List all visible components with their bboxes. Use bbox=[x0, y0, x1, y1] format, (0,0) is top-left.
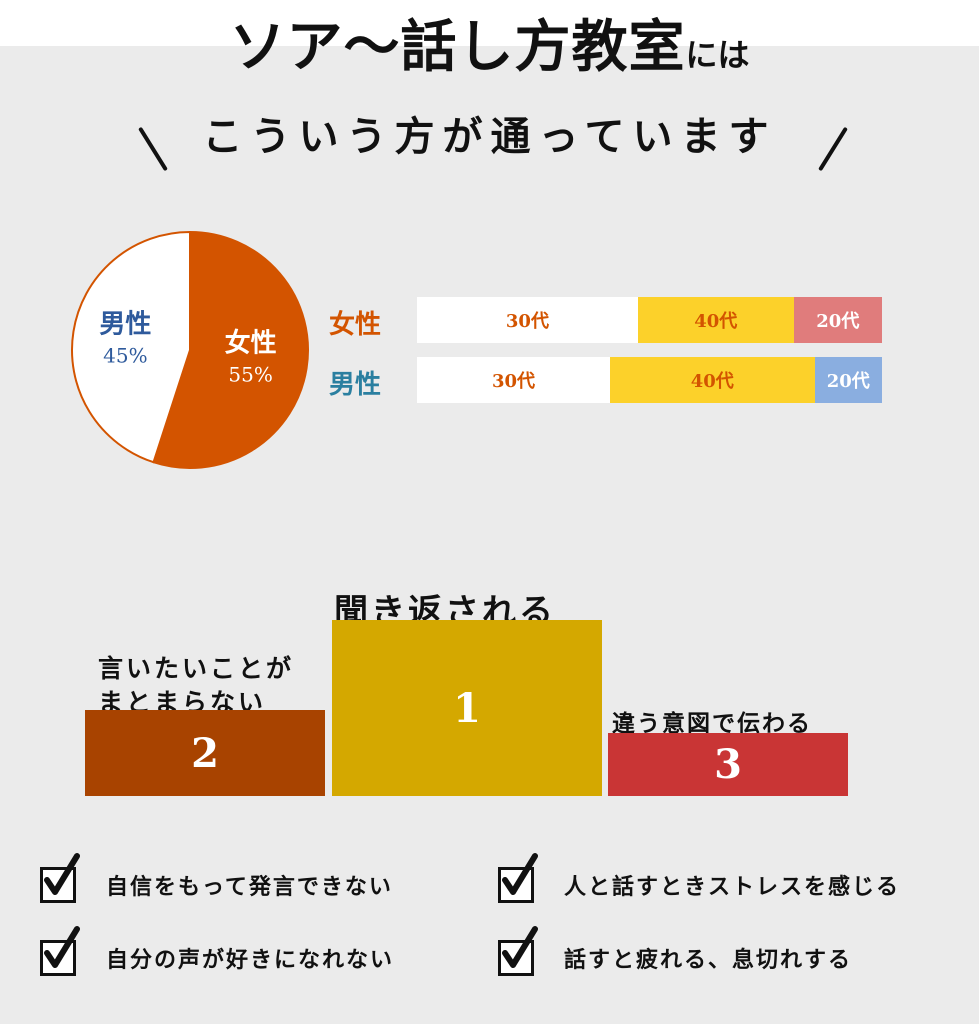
background-panel bbox=[0, 46, 979, 1024]
checklist-text: 自分の声が好きになれない bbox=[106, 948, 395, 973]
bar-label-male: 男性 bbox=[329, 370, 382, 400]
bar-segment-female-1: 40代 bbox=[637, 297, 794, 343]
bar-segment-female-0: 30代 bbox=[417, 297, 638, 343]
title-main: ソア〜話し方教室 bbox=[229, 15, 686, 80]
bar-row-female: 30代 40代 20代 bbox=[417, 297, 882, 343]
checkbox-icon bbox=[40, 926, 80, 976]
checklist-item: 自信をもって発言できない bbox=[40, 853, 393, 910]
pie-label-female: 女性 bbox=[225, 328, 277, 359]
checkbox-icon bbox=[40, 853, 80, 903]
rank-1-number: 1 bbox=[453, 684, 481, 732]
bar-segment-male-1: 40代 bbox=[609, 357, 815, 403]
rank-3-label: 違う意図で伝わる bbox=[612, 711, 812, 737]
pie-value-female: 55% bbox=[228, 363, 272, 387]
page-subtitle: こういう方が通っています bbox=[202, 114, 777, 160]
bar-label-female: 女性 bbox=[329, 310, 382, 340]
checklist-text: 話すと疲れる、息切れする bbox=[564, 948, 853, 973]
title-suffix: には bbox=[685, 36, 750, 74]
rank-2-label-line1: 言いたいことが bbox=[98, 654, 295, 683]
checkbox-icon bbox=[498, 926, 538, 976]
bar-row-male: 30代 40代 20代 bbox=[417, 357, 882, 403]
checkbox-icon bbox=[498, 853, 538, 903]
pie-slice-female bbox=[152, 230, 309, 469]
podium-rank-1: 1 bbox=[332, 620, 602, 796]
rank-2-number: 2 bbox=[191, 729, 219, 777]
checklist-text: 自信をもって発言できない bbox=[106, 875, 393, 900]
pie-slice-male bbox=[71, 230, 191, 464]
checklist-item: 人と話すときストレスを感じる bbox=[498, 853, 901, 910]
bar-segment-female-2: 20代 bbox=[793, 297, 882, 343]
bar-segment-male-0: 30代 bbox=[417, 357, 610, 403]
podium-rank-2: 2 bbox=[85, 710, 325, 796]
pie-value-male: 45% bbox=[103, 343, 147, 367]
bar-segment-male-2: 20代 bbox=[814, 357, 882, 403]
pie-label-male: 男性 bbox=[99, 309, 151, 339]
checklist-text: 人と話すときストレスを感じる bbox=[564, 875, 901, 900]
checklist-item: 話すと疲れる、息切れする bbox=[498, 926, 853, 983]
page-title: ソア〜話し方教室には bbox=[0, 2, 979, 83]
gender-pie-chart: 女性 55% 男性 45% bbox=[71, 230, 309, 469]
checklist-item: 自分の声が好きになれない bbox=[40, 926, 395, 983]
podium-rank-3: 3 bbox=[608, 733, 848, 796]
rank-3-number: 3 bbox=[714, 741, 742, 788]
